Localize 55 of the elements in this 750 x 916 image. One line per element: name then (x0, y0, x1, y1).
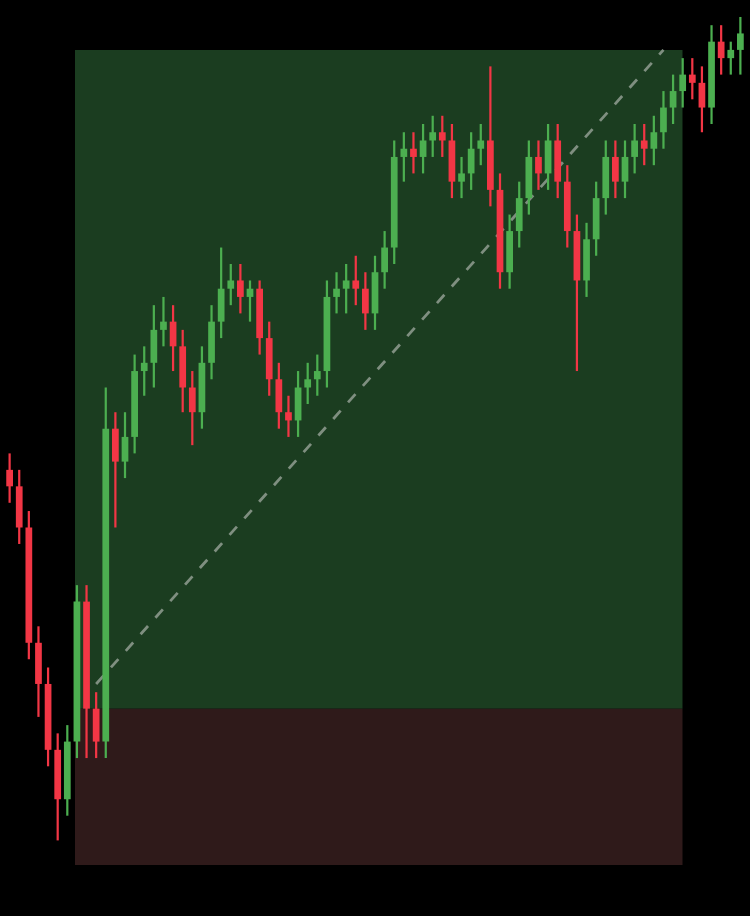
candlestick (535, 139, 542, 191)
candlestick (92, 691, 100, 760)
candlestick (698, 65, 706, 134)
candlestick (737, 15, 744, 76)
candlestick (275, 361, 283, 430)
candlestick (717, 24, 725, 76)
candlestick (352, 254, 360, 307)
candlestick (660, 89, 667, 150)
candlestick (506, 213, 513, 290)
candlestick (208, 304, 215, 381)
candlestick (400, 131, 408, 183)
candlestick (631, 122, 638, 175)
candlestick (458, 155, 465, 200)
candlestick (477, 122, 485, 167)
candlestick (612, 139, 619, 200)
candlestick (140, 345, 148, 397)
candlestick (121, 411, 129, 480)
candlestick (227, 262, 235, 307)
candlestick (150, 304, 158, 389)
candlestick (160, 295, 167, 348)
candlestick (467, 131, 475, 191)
candlestick (592, 180, 600, 257)
candlestick (35, 625, 42, 718)
candlestick (381, 229, 388, 290)
candlestick (333, 271, 340, 315)
candlestick (237, 262, 244, 315)
candlestick (429, 114, 437, 159)
candlestick (554, 122, 562, 200)
candlestick (217, 246, 225, 340)
candlestick (438, 114, 446, 159)
candlestick (640, 122, 648, 167)
candlestick (265, 320, 273, 397)
candlestick (669, 73, 677, 126)
candlestick (525, 139, 533, 216)
candlestick (419, 122, 427, 175)
candlestick (112, 411, 119, 529)
candlestick (188, 369, 196, 447)
candlestick (448, 122, 456, 200)
candlestick (410, 131, 417, 175)
candlestick (602, 139, 610, 216)
candlestick (515, 180, 523, 249)
candlestick (6, 452, 13, 504)
candlestick (650, 114, 658, 167)
candlestick (313, 353, 321, 397)
candlestick (362, 271, 369, 331)
candlestick (679, 57, 687, 109)
candlestick (688, 57, 696, 101)
candlestick (179, 328, 187, 414)
candlestick (285, 394, 292, 439)
candlestick (15, 468, 23, 546)
candlestick (583, 221, 590, 299)
candlestick (304, 361, 312, 406)
candlestick (621, 139, 629, 200)
candlestick (342, 262, 350, 315)
candlestick (727, 40, 735, 76)
